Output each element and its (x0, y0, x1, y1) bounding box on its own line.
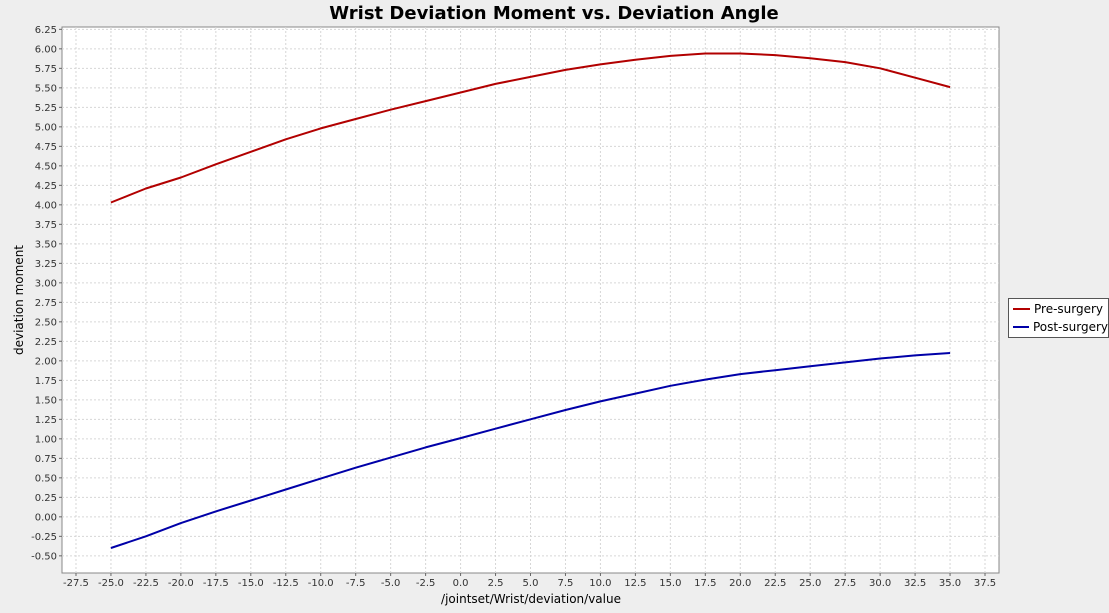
y-tick-label: 6.00 (35, 44, 57, 55)
y-tick-label: 4.75 (35, 142, 57, 153)
y-tick-label: 1.00 (35, 434, 57, 445)
x-tick-label: 17.5 (694, 578, 716, 589)
x-tick-label: 15.0 (659, 578, 681, 589)
x-tick-label: -10.0 (308, 578, 334, 589)
axis-ticks: -27.5 -25.0 -22.5 -20.0 -17.5 -15.0 -12.5 -10.0… (31, 25, 996, 589)
x-tick-label: 32.5 (904, 578, 926, 589)
x-tick-label: 20.0 (729, 578, 751, 589)
x-tick-label: 35.0 (939, 578, 961, 589)
y-tick-label: -0.25 (31, 532, 57, 543)
y-tick-label: 0.00 (35, 512, 57, 523)
y-axis-label: deviation moment (12, 245, 26, 355)
series-line-post-surgery (110, 352, 951, 549)
y-tick-label: 0.25 (35, 493, 57, 504)
x-tick-label: 2.5 (488, 578, 504, 589)
x-tick-label: -27.5 (63, 578, 89, 589)
y-tick-label: 3.50 (35, 239, 57, 250)
y-tick-label: 4.00 (35, 200, 57, 211)
x-tick-label: 25.0 (799, 578, 821, 589)
y-tick-label: -0.50 (31, 551, 57, 562)
x-tick-label: -2.5 (416, 578, 436, 589)
y-tick-label: 0.75 (35, 454, 57, 465)
x-tick-label: -7.5 (346, 578, 366, 589)
y-tick-label: 0.50 (35, 473, 57, 484)
series-line-pre-surgery (110, 52, 951, 204)
y-tick-label: 6.25 (35, 25, 57, 36)
y-tick-label: 1.75 (35, 376, 57, 387)
legend: Pre-surgery Post-surgery (1008, 298, 1109, 338)
x-tick-label: 27.5 (834, 578, 856, 589)
x-tick-label: 7.5 (558, 578, 574, 589)
x-tick-label: 12.5 (624, 578, 646, 589)
y-tick-label: 5.00 (35, 122, 57, 133)
x-tick-label: 5.0 (523, 578, 539, 589)
y-tick-label: 4.25 (35, 181, 57, 192)
y-tick-label: 4.50 (35, 161, 57, 172)
legend-item-post-surgery: Post-surgery (1009, 318, 1108, 336)
legend-swatch-pre-surgery (1013, 308, 1030, 310)
chart-title: Wrist Deviation Moment vs. Deviation Ang… (329, 3, 779, 24)
x-axis-label: /jointset/Wrist/deviation/value (441, 592, 621, 606)
y-tick-label: 3.25 (35, 259, 57, 270)
x-tick-label: 10.0 (589, 578, 611, 589)
y-tick-label: 2.00 (35, 356, 57, 367)
x-tick-label: -15.0 (238, 578, 264, 589)
y-tick-label: 2.50 (35, 317, 57, 328)
y-tick-label: 1.50 (35, 395, 57, 406)
x-tick-label: 22.5 (764, 578, 786, 589)
series-lines (110, 52, 951, 549)
x-tick-label: 37.5 (974, 578, 996, 589)
x-tick-label: -25.0 (98, 578, 124, 589)
x-tick-label: 30.0 (869, 578, 891, 589)
legend-label-pre-surgery: Pre-surgery (1034, 302, 1104, 316)
x-tick-label: 0.0 (453, 578, 469, 589)
legend-item-pre-surgery: Pre-surgery (1009, 300, 1108, 318)
x-tick-label: -12.5 (273, 578, 299, 589)
y-tick-label: 3.00 (35, 278, 57, 289)
y-tick-label: 3.75 (35, 220, 57, 231)
y-tick-label: 2.25 (35, 337, 57, 348)
x-tick-label: -5.0 (381, 578, 401, 589)
y-tick-label: 2.75 (35, 298, 57, 309)
grid-lines (62, 27, 999, 573)
legend-label-post-surgery: Post-surgery (1032, 320, 1108, 334)
y-tick-label: 1.25 (35, 415, 57, 426)
y-tick-label: 5.50 (35, 83, 57, 94)
x-tick-label: -20.0 (168, 578, 194, 589)
x-tick-label: -22.5 (133, 578, 159, 589)
legend-swatch-post-surgery (1013, 326, 1029, 328)
y-tick-label: 5.75 (35, 64, 57, 75)
y-tick-label: 5.25 (35, 103, 57, 114)
x-tick-label: -17.5 (203, 578, 229, 589)
